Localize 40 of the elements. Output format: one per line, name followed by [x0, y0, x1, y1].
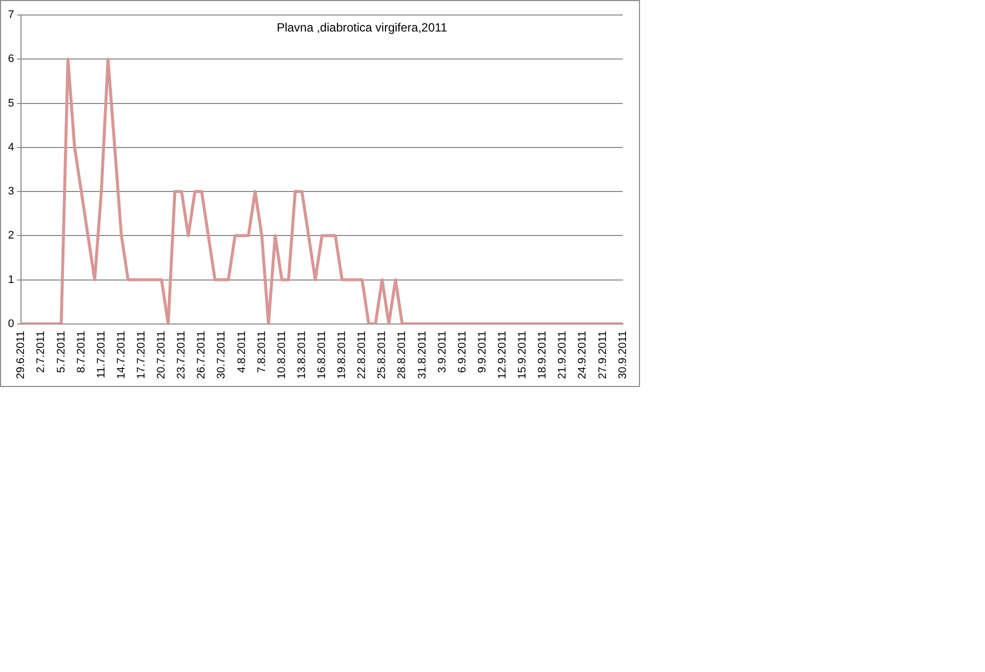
x-tick-label: 29.6.2011 — [15, 330, 28, 380]
x-tick-label: 30.7.2011 — [216, 330, 228, 380]
x-tick-label: 6.9.2011 — [456, 330, 468, 373]
x-tick-label: 7.8.2011 — [256, 330, 268, 373]
x-tick-label: 2.7.2011 — [35, 330, 48, 373]
x-tick-label: 25.8.2011 — [376, 330, 388, 380]
x-tick-label: 9.9.2011 — [476, 330, 488, 373]
x-tick-label: 11.7.2011 — [95, 330, 108, 378]
y-tick-label: 3 — [8, 186, 14, 198]
y-tick-label: 4 — [8, 141, 14, 154]
y-tick-label: 0 — [8, 318, 14, 330]
x-tick-label: 23.7.2011 — [176, 330, 188, 380]
x-tick-label: 10.8.2011 — [276, 330, 288, 380]
x-tick-label: 24.9.2011 — [576, 330, 589, 380]
x-tick-label: 3.9.2011 — [436, 330, 448, 373]
x-tick-label: 18.9.2011 — [536, 330, 549, 380]
x-tick-label: 12.9.2011 — [496, 330, 508, 380]
y-tick-label: 6 — [8, 53, 14, 66]
text: Plavna ,diabrotica virgifera,2011 — [276, 20, 448, 34]
x-tick-label: 28.8.2011 — [396, 330, 408, 380]
x-tick-label: 16.8.2011 — [316, 330, 328, 380]
x-tick-label: 30.9.2011 — [616, 330, 629, 380]
x-tick-label: 26.7.2011 — [196, 330, 208, 380]
y-tick-label: 1 — [8, 274, 14, 286]
x-tick-label: 4.8.2011 — [236, 330, 248, 373]
x-tick-label: 14.7.2011 — [115, 330, 128, 380]
x-tick-label: 5.7.2011 — [55, 330, 68, 373]
x-tick-label: 15.9.2011 — [516, 330, 529, 380]
x-tick-label: 22.8.2011 — [356, 330, 368, 380]
y-tick-label: 5 — [8, 97, 14, 110]
x-tick-label: 8.7.2011 — [75, 330, 88, 373]
x-tick-label: 31.8.2011 — [416, 330, 428, 380]
x-tick-label: 17.7.2011 — [135, 330, 148, 380]
x-tick-label: 20.7.2011 — [156, 330, 168, 380]
y-tick-label: 2 — [8, 230, 14, 242]
x-tick-label: 21.9.2011 — [556, 330, 569, 380]
x-tick-label: 13.8.2011 — [296, 330, 308, 380]
x-tick-label: 19.8.2011 — [336, 330, 348, 380]
y-tick-label: 7 — [8, 9, 14, 22]
x-tick-label: 27.9.2011 — [596, 330, 609, 380]
